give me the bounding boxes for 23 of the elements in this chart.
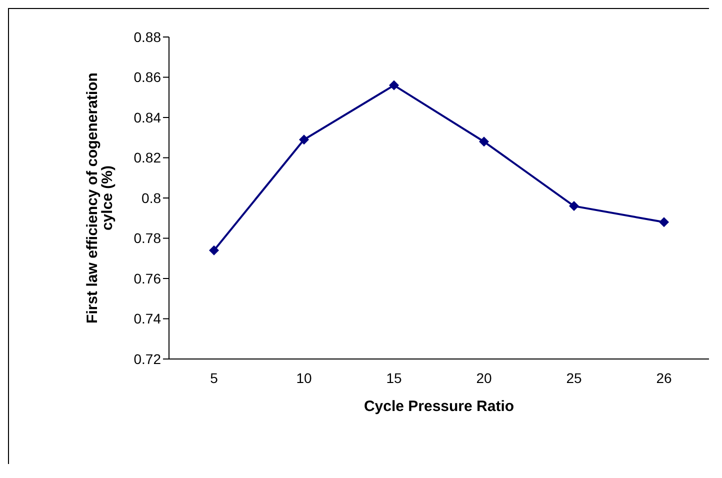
x-tick-label: 20 — [476, 370, 492, 386]
x-tick-label: 15 — [386, 370, 402, 386]
y-tick-label: 0.88 — [134, 28, 162, 45]
point — [299, 134, 309, 145]
y-tick-label: 0.86 — [134, 69, 162, 86]
x-tick-label: 5 — [210, 370, 218, 386]
point — [479, 136, 489, 147]
x-axis-title: Cycle Pressure Ratio — [364, 398, 514, 415]
y-tick-label: 0.8 — [142, 190, 162, 206]
x-tick-label: 10 — [296, 370, 312, 386]
y-tick-label: 0.76 — [134, 270, 162, 286]
point — [659, 217, 669, 228]
x-tick-label: 26 — [656, 370, 672, 386]
y-axis-title: First law efficiency of cogeneration cylce (%) — [84, 72, 116, 324]
y-tick-label: 0.84 — [134, 109, 162, 126]
point — [389, 80, 399, 90]
y-tick-label: 0.72 — [134, 350, 162, 367]
point — [209, 245, 219, 256]
point — [569, 201, 579, 212]
y-tick-label: 0.82 — [134, 150, 162, 166]
y-tick-label: 0.78 — [134, 230, 162, 246]
y-tick-label: 0.74 — [134, 310, 162, 327]
x-tick-label: 25 — [566, 370, 582, 386]
